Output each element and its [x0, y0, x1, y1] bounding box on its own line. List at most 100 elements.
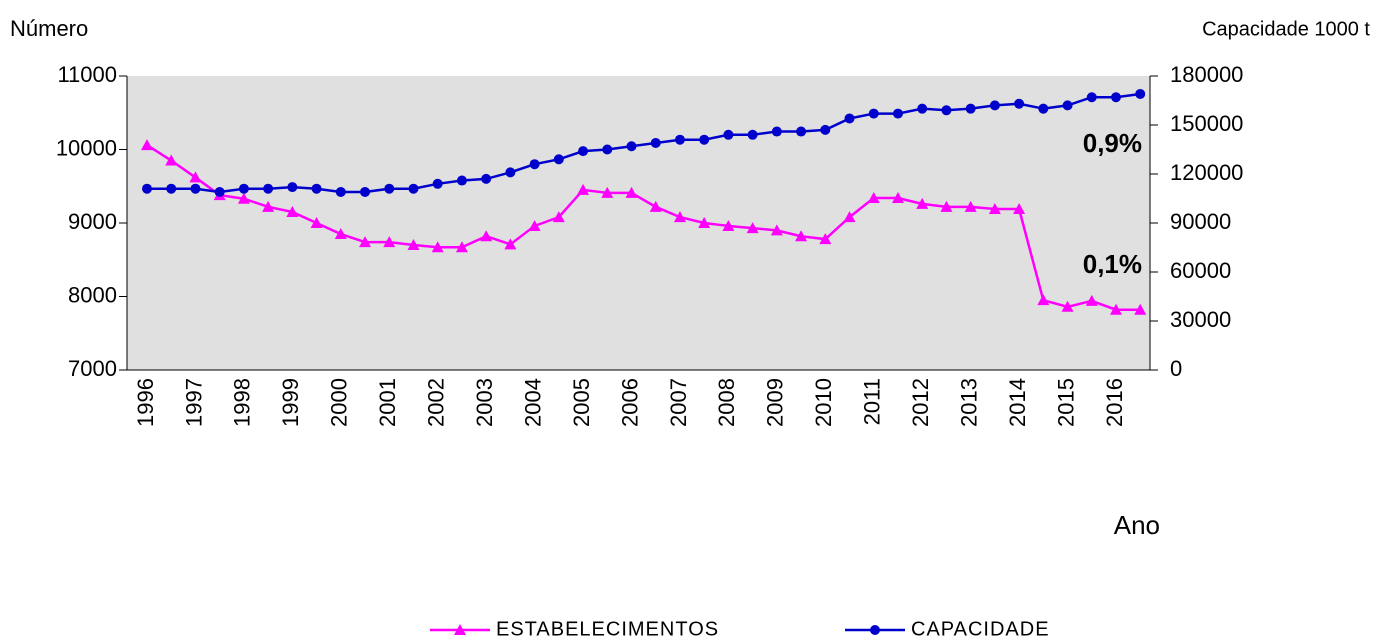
- data-point: [407, 239, 420, 251]
- data-point: [650, 137, 661, 148]
- data-point: [964, 200, 977, 212]
- x-tick-label: 2014: [1005, 378, 1030, 427]
- data-point: [1134, 303, 1147, 315]
- data-point: [1014, 98, 1025, 109]
- x-tick-label: 2000: [327, 378, 352, 427]
- data-point: [771, 126, 782, 137]
- y-tick-label: 11000: [57, 62, 117, 87]
- x-tick-label: 1997: [181, 378, 206, 427]
- data-point: [455, 241, 468, 253]
- data-point: [819, 233, 832, 245]
- x-tick-label: 2003: [472, 378, 497, 427]
- data-point: [843, 211, 856, 223]
- plot-area: [127, 76, 1150, 370]
- data-point: [552, 211, 565, 223]
- data-point: [867, 192, 880, 204]
- data-point: [602, 144, 613, 155]
- data-point: [263, 183, 274, 194]
- data-point: [699, 134, 710, 145]
- y2-tick-label: 90000: [1170, 209, 1231, 234]
- data-point: [941, 105, 952, 116]
- data-point: [626, 141, 637, 152]
- data-point: [553, 154, 564, 165]
- data-point: [1038, 103, 1049, 114]
- y2-axis-title: Capacidade 1000 t: [1202, 18, 1370, 40]
- data-point: [142, 183, 152, 194]
- data-point: [1135, 88, 1146, 99]
- data-point: [673, 211, 686, 223]
- data-point: [334, 228, 347, 240]
- x-axis-title: Ano: [1114, 510, 1160, 540]
- x-tick-label: 2007: [666, 378, 691, 427]
- data-point: [820, 124, 831, 135]
- data-point: [505, 167, 516, 178]
- y-tick-label: 7000: [68, 356, 117, 381]
- x-tick-label: 2009: [763, 378, 788, 427]
- data-point: [286, 205, 299, 217]
- x-tick-label: 2011: [860, 378, 885, 425]
- data-point: [165, 154, 178, 166]
- data-point: [504, 238, 517, 250]
- data-point: [940, 200, 953, 212]
- data-point: [529, 159, 540, 170]
- y2-tick-label: 0: [1170, 356, 1182, 381]
- data-point: [601, 186, 614, 198]
- data-point: [577, 183, 590, 195]
- y-tick-label: 8000: [68, 282, 117, 307]
- data-point: [1013, 203, 1026, 215]
- x-tick-label: 2012: [908, 378, 933, 427]
- data-point: [1086, 92, 1097, 103]
- data-point: [916, 197, 929, 209]
- data-point: [335, 186, 346, 197]
- data-point: [214, 186, 225, 197]
- data-point: [1061, 300, 1074, 312]
- data-point: [189, 171, 202, 183]
- data-point: [917, 103, 928, 114]
- data-point: [649, 200, 662, 212]
- data-point: [1110, 303, 1122, 315]
- data-point: [868, 108, 879, 119]
- data-point: [770, 224, 783, 236]
- data-point: [287, 182, 298, 193]
- data-point: [723, 129, 734, 140]
- x-tick-label: 2013: [956, 378, 981, 427]
- data-point: [237, 192, 250, 204]
- data-point: [166, 183, 177, 194]
- data-point: [674, 134, 685, 145]
- data-point: [431, 241, 444, 253]
- data-point: [360, 186, 371, 197]
- data-point: [359, 236, 372, 248]
- data-point: [722, 219, 735, 231]
- data-point: [311, 183, 322, 194]
- y-axis-title: Número: [10, 16, 88, 41]
- data-point: [892, 108, 903, 119]
- annotation: 0,1%: [1083, 249, 1142, 279]
- data-point: [141, 139, 153, 151]
- x-tick-label: 2016: [1102, 378, 1127, 427]
- data-point: [310, 217, 323, 228]
- data-point: [262, 200, 275, 212]
- legend-marker: [454, 624, 466, 635]
- data-point: [480, 230, 493, 242]
- data-point: [1062, 100, 1073, 111]
- data-point: [698, 217, 711, 228]
- x-tick-label: 2002: [424, 378, 449, 427]
- series-line: [146, 144, 1141, 311]
- y-tick-label: 9000: [68, 209, 117, 234]
- x-tick-label: 1996: [133, 378, 158, 427]
- data-point: [432, 178, 443, 189]
- y2-tick-label: 150000: [1170, 111, 1243, 136]
- data-point: [844, 113, 855, 124]
- data-point: [965, 103, 976, 114]
- y2-tick-label: 60000: [1170, 258, 1231, 283]
- x-tick-label: 2015: [1053, 378, 1078, 427]
- data-point: [795, 230, 808, 242]
- data-point: [383, 236, 396, 248]
- legend-label: ESTABELECIMENTOS: [496, 618, 719, 640]
- x-tick-label: 1999: [278, 378, 303, 427]
- data-point: [238, 183, 249, 194]
- data-point: [625, 186, 638, 198]
- data-point: [384, 183, 395, 194]
- data-point: [190, 183, 201, 194]
